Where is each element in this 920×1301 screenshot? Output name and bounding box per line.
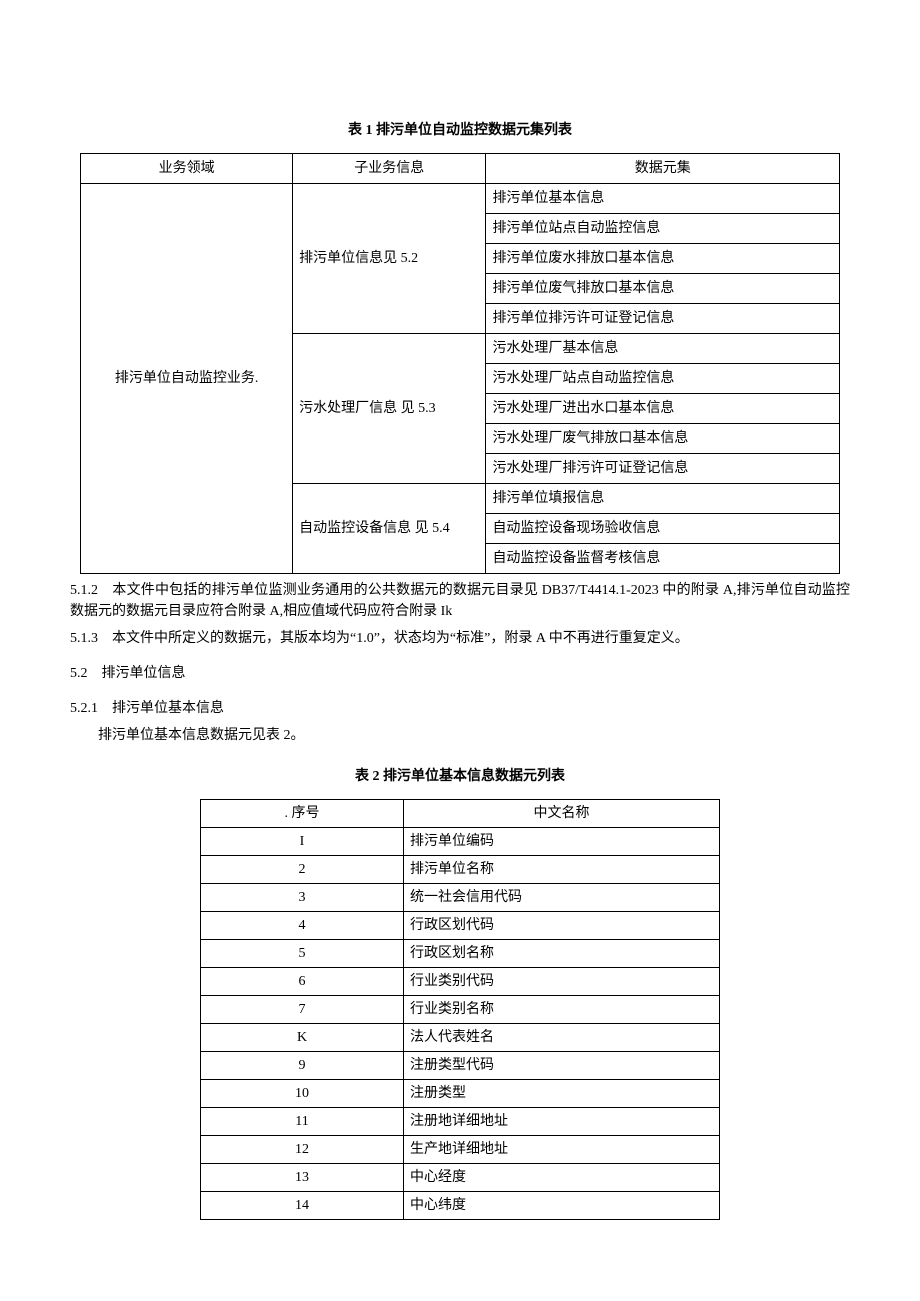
table-row: 13中心经度 [201, 1164, 720, 1192]
table2-seq-cell: 12 [201, 1136, 404, 1164]
table2-name-cell: 生产地详细地址 [404, 1136, 720, 1164]
table-row: 10注册类型 [201, 1080, 720, 1108]
table-row: 11注册地详细地址 [201, 1108, 720, 1136]
table1-head: 业务领域 子业务信息 数据元集 [81, 154, 840, 184]
table2-name-cell: 法人代表姓名 [404, 1024, 720, 1052]
table1-caption: 表 1 排污单位自动监控数据元集列表 [70, 120, 850, 141]
table-row: 3统一社会信用代码 [201, 884, 720, 912]
section-5-2-1: 5.2.1 排污单位基本信息 [70, 698, 850, 719]
table2-name-cell: 排污单位编码 [404, 828, 720, 856]
table1-sub-cell: 污水处理厂信息 见 5.3 [293, 334, 486, 484]
table1-item-cell: 自动监控设备现场验收信息 [486, 514, 840, 544]
table1-item-cell: 排污单位基本信息 [486, 184, 840, 214]
para-5-1-2: 5.1.2 本文件中包括的排污单位监测业务通用的公共数据元的数据元目录见 DB3… [70, 580, 850, 622]
table1-item-cell: 污水处理厂进出水口基本信息 [486, 394, 840, 424]
table-row: 12生产地详细地址 [201, 1136, 720, 1164]
table1-item-cell: 排污单位排污许可证登记信息 [486, 304, 840, 334]
table2-name-cell: 统一社会信用代码 [404, 884, 720, 912]
table2-name-cell: 行业类别名称 [404, 996, 720, 1024]
table2-name-cell: 中心纬度 [404, 1192, 720, 1220]
table2-seq-cell: I [201, 828, 404, 856]
para-5-1-3: 5.1.3 本文件中所定义的数据元，其版本均为“1.0”，状态均为“标准”，附录… [70, 628, 850, 649]
table1-item-cell: 自动监控设备监督考核信息 [486, 544, 840, 574]
table-row: 7行业类别名称 [201, 996, 720, 1024]
table1: 业务领域 子业务信息 数据元集 排污单位自动监控业务.排污单位信息见 5.2排污… [80, 153, 840, 574]
table1-sub-cell: 排污单位信息见 5.2 [293, 184, 486, 334]
table1-item-cell: 污水处理厂废气排放口基本信息 [486, 424, 840, 454]
table2: . 序号 中文名称 I排污单位编码2排污单位名称3统一社会信用代码4行政区划代码… [200, 799, 720, 1220]
table1-item-cell: 排污单位废水排放口基本信息 [486, 244, 840, 274]
table-row: 4行政区划代码 [201, 912, 720, 940]
table2-seq-cell: 5 [201, 940, 404, 968]
table1-header-set: 数据元集 [486, 154, 840, 184]
table2-seq-cell: 14 [201, 1192, 404, 1220]
table1-item-cell: 排污单位填报信息 [486, 484, 840, 514]
table-row: 14中心纬度 [201, 1192, 720, 1220]
table2-name-cell: 注册类型 [404, 1080, 720, 1108]
section-5-2: 5.2 排污单位信息 [70, 663, 850, 684]
table2-seq-cell: 4 [201, 912, 404, 940]
table2-header-name: 中文名称 [404, 800, 720, 828]
table2-name-cell: 行政区划名称 [404, 940, 720, 968]
table-row: 2排污单位名称 [201, 856, 720, 884]
table2-seq-cell: 13 [201, 1164, 404, 1192]
table-row: 6行业类别代码 [201, 968, 720, 996]
table2-name-cell: 行业类别代码 [404, 968, 720, 996]
table2-name-cell: 中心经度 [404, 1164, 720, 1192]
table1-item-cell: 污水处理厂站点自动监控信息 [486, 364, 840, 394]
table-row: I排污单位编码 [201, 828, 720, 856]
table1-sub-cell: 自动监控设备信息 见 5.4 [293, 484, 486, 574]
table1-item-cell: 污水处理厂基本信息 [486, 334, 840, 364]
table2-seq-cell: 6 [201, 968, 404, 996]
table1-item-cell: 污水处理厂排污许可证登记信息 [486, 454, 840, 484]
table2-seq-cell: 11 [201, 1108, 404, 1136]
table-row: 5行政区划名称 [201, 940, 720, 968]
table2-seq-cell: 9 [201, 1052, 404, 1080]
table1-item-cell: 排污单位废气排放口基本信息 [486, 274, 840, 304]
table-row: 排污单位自动监控业务.排污单位信息见 5.2排污单位基本信息 [81, 184, 840, 214]
table2-head: . 序号 中文名称 [201, 800, 720, 828]
table1-body: 排污单位自动监控业务.排污单位信息见 5.2排污单位基本信息排污单位站点自动监控… [81, 184, 840, 574]
table2-seq-cell: 10 [201, 1080, 404, 1108]
table2-caption: 表 2 排污单位基本信息数据元列表 [70, 766, 850, 787]
table1-domain-cell: 排污单位自动监控业务. [81, 184, 293, 574]
table2-name-cell: 排污单位名称 [404, 856, 720, 884]
table1-header-sub: 子业务信息 [293, 154, 486, 184]
table2-header-seq: . 序号 [201, 800, 404, 828]
table2-seq-cell: 2 [201, 856, 404, 884]
table2-body: I排污单位编码2排污单位名称3统一社会信用代码4行政区划代码5行政区划名称6行业… [201, 828, 720, 1220]
table-row: 9注册类型代码 [201, 1052, 720, 1080]
table2-name-cell: 行政区划代码 [404, 912, 720, 940]
section-5-2-1-body: 排污单位基本信息数据元见表 2。 [70, 725, 850, 746]
table2-seq-cell: 3 [201, 884, 404, 912]
table1-item-cell: 排污单位站点自动监控信息 [486, 214, 840, 244]
table2-seq-cell: K [201, 1024, 404, 1052]
table2-name-cell: 注册地详细地址 [404, 1108, 720, 1136]
table2-seq-cell: 7 [201, 996, 404, 1024]
table-row: K法人代表姓名 [201, 1024, 720, 1052]
table1-header-domain: 业务领域 [81, 154, 293, 184]
table2-name-cell: 注册类型代码 [404, 1052, 720, 1080]
